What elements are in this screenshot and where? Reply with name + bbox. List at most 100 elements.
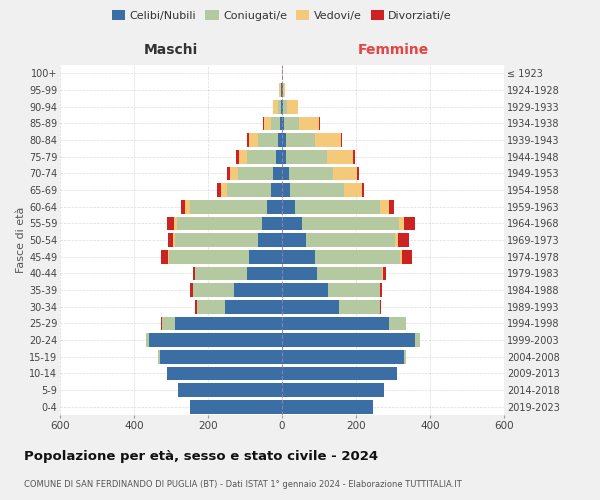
- Bar: [340, 300, 380, 314]
- Bar: [278, 100, 281, 114]
- Bar: [239, 150, 247, 164]
- Bar: [173, 233, 175, 247]
- Bar: [224, 300, 282, 314]
- Bar: [282, 316, 389, 330]
- Bar: [181, 200, 185, 213]
- Bar: [195, 266, 247, 280]
- Bar: [278, 133, 282, 147]
- Bar: [289, 166, 333, 180]
- Bar: [380, 300, 381, 314]
- Bar: [168, 250, 169, 264]
- Bar: [284, 116, 299, 130]
- Bar: [282, 216, 302, 230]
- Bar: [161, 250, 168, 264]
- Bar: [362, 183, 364, 197]
- Bar: [221, 183, 227, 197]
- Bar: [160, 350, 282, 364]
- Bar: [282, 383, 384, 397]
- Bar: [282, 333, 415, 347]
- Bar: [398, 233, 409, 247]
- Bar: [290, 183, 344, 197]
- Bar: [282, 83, 283, 97]
- Bar: [282, 283, 328, 297]
- Bar: [302, 216, 398, 230]
- Bar: [280, 83, 281, 97]
- Bar: [247, 266, 282, 280]
- Bar: [286, 150, 327, 164]
- Bar: [236, 150, 239, 164]
- Bar: [404, 350, 406, 364]
- Bar: [249, 250, 282, 264]
- Bar: [282, 150, 286, 164]
- Bar: [400, 250, 402, 264]
- Bar: [353, 150, 355, 164]
- Bar: [402, 250, 412, 264]
- Bar: [299, 116, 319, 130]
- Bar: [217, 183, 221, 197]
- Bar: [273, 100, 278, 114]
- Bar: [398, 216, 404, 230]
- Bar: [283, 100, 287, 114]
- Bar: [249, 133, 258, 147]
- Bar: [282, 166, 289, 180]
- Bar: [146, 333, 149, 347]
- Bar: [149, 333, 282, 347]
- Text: COMUNE DI SAN FERDINANDO DI PUGLIA (BT) - Dati ISTAT 1° gennaio 2024 - Elaborazi: COMUNE DI SAN FERDINANDO DI PUGLIA (BT) …: [24, 480, 462, 489]
- Bar: [271, 116, 280, 130]
- Bar: [341, 133, 342, 147]
- Bar: [247, 133, 249, 147]
- Bar: [328, 283, 380, 297]
- Bar: [404, 216, 415, 230]
- Bar: [282, 300, 340, 314]
- Bar: [282, 116, 284, 130]
- Bar: [190, 283, 193, 297]
- Bar: [234, 283, 282, 297]
- Bar: [169, 250, 249, 264]
- Bar: [282, 233, 306, 247]
- Bar: [227, 183, 271, 197]
- Bar: [389, 316, 406, 330]
- Bar: [280, 116, 282, 130]
- Bar: [287, 100, 298, 114]
- Bar: [262, 216, 282, 230]
- Text: Femmine: Femmine: [358, 44, 428, 58]
- Bar: [282, 133, 286, 147]
- Bar: [317, 266, 382, 280]
- Bar: [193, 266, 194, 280]
- Bar: [263, 116, 264, 130]
- Bar: [169, 233, 173, 247]
- Bar: [175, 233, 258, 247]
- Bar: [195, 300, 197, 314]
- Bar: [395, 233, 398, 247]
- Bar: [389, 200, 394, 213]
- Bar: [316, 250, 400, 264]
- Bar: [282, 183, 290, 197]
- Bar: [282, 366, 397, 380]
- Bar: [327, 150, 353, 164]
- Bar: [190, 200, 267, 213]
- Bar: [175, 316, 282, 330]
- Bar: [281, 100, 282, 114]
- Bar: [258, 133, 278, 147]
- Bar: [283, 83, 286, 97]
- Bar: [281, 83, 282, 97]
- Bar: [306, 233, 395, 247]
- Bar: [264, 116, 271, 130]
- Bar: [273, 166, 282, 180]
- Bar: [277, 150, 282, 164]
- Bar: [193, 283, 234, 297]
- Bar: [247, 150, 277, 164]
- Bar: [173, 216, 176, 230]
- Bar: [344, 183, 362, 197]
- Bar: [167, 366, 282, 380]
- Bar: [382, 266, 383, 280]
- Bar: [357, 166, 359, 180]
- Bar: [282, 400, 373, 413]
- Bar: [190, 400, 282, 413]
- Bar: [158, 350, 160, 364]
- Bar: [380, 200, 389, 213]
- Bar: [161, 316, 162, 330]
- Bar: [383, 266, 386, 280]
- Text: Maschi: Maschi: [144, 44, 198, 58]
- Bar: [286, 133, 316, 147]
